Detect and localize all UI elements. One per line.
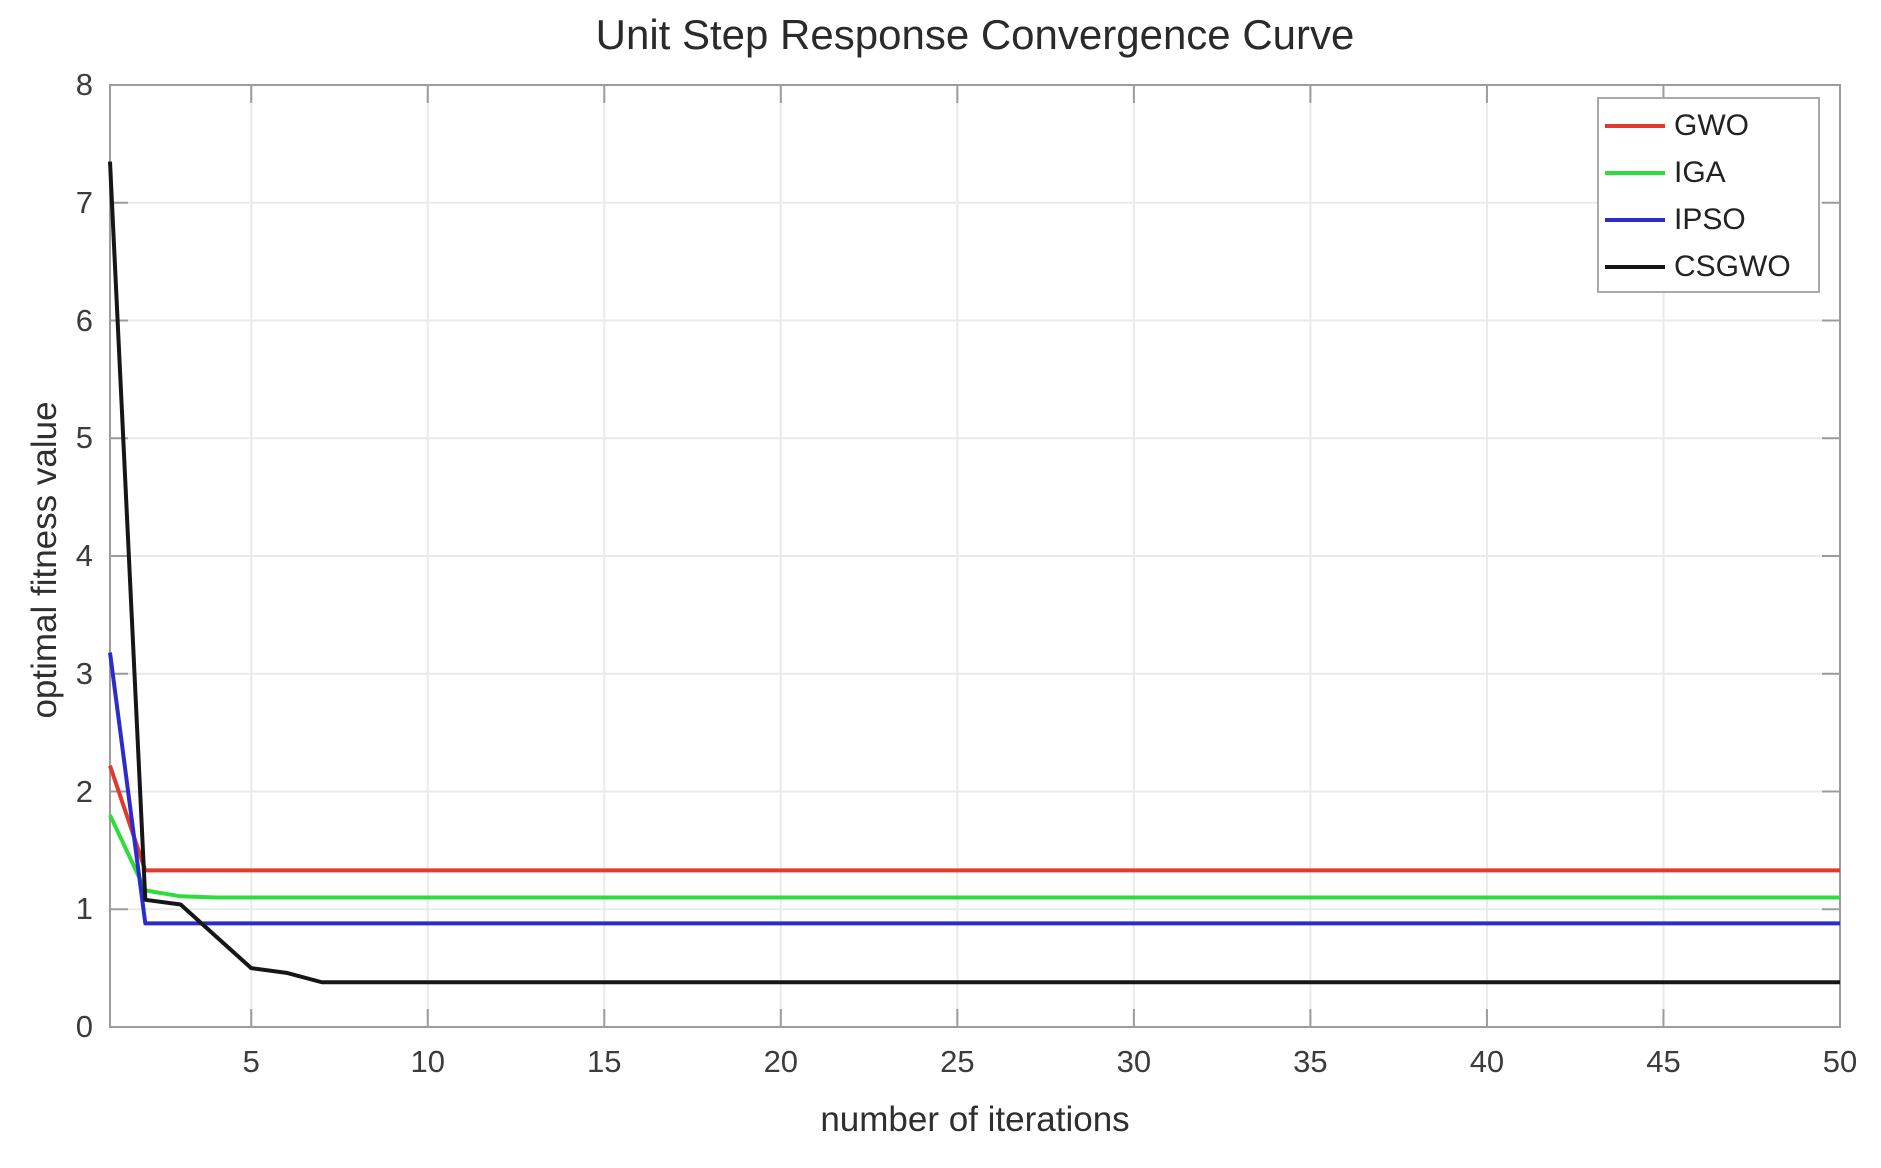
series-line-iga — [108, 814, 1840, 900]
chart-title: Unit Step Response Convergence Curve — [595, 11, 1355, 58]
x-tick-label: 40 — [1469, 1044, 1505, 1079]
y-tick-label: 2 — [75, 773, 93, 809]
legend-entry-iga: IGA — [1599, 149, 1818, 196]
series-line-ipso — [108, 652, 1840, 926]
legend-label-ipso: IPSO — [1674, 202, 1746, 236]
legend-line-sample-iga — [1605, 170, 1665, 175]
legend-entry-csgwo: CSGWO — [1599, 243, 1818, 290]
y-tick-label: 5 — [75, 420, 93, 456]
y-tick-label: 8 — [75, 67, 93, 102]
legend-entry-gwo: GWO — [1599, 102, 1818, 149]
x-tick-label: 5 — [242, 1044, 260, 1079]
y-tick-label: 4 — [75, 538, 93, 573]
x-tick-label: 30 — [1116, 1044, 1152, 1079]
series-line-csgwo — [108, 161, 1840, 985]
y-tick-label: 7 — [75, 184, 93, 220]
legend-label-gwo: GWO — [1674, 108, 1749, 142]
x-tick-label: 50 — [1822, 1044, 1858, 1079]
legend-line-sample-gwo — [1605, 123, 1665, 128]
legend: GWO IGA IPSO CSGWO — [1597, 97, 1820, 293]
x-tick-label: 15 — [587, 1044, 622, 1079]
x-tick-label: 35 — [1293, 1044, 1328, 1079]
y-tick-label: 0 — [75, 1009, 93, 1044]
x-tick-label: 45 — [1646, 1044, 1681, 1079]
legend-label-iga: IGA — [1674, 155, 1726, 189]
x-axis-label: number of iterations — [820, 1100, 1130, 1139]
series-line-gwo — [108, 764, 1840, 873]
legend-line-sample-csgwo — [1605, 264, 1665, 269]
x-tick-label: 10 — [410, 1044, 445, 1079]
x-tick-label: 20 — [763, 1044, 799, 1079]
y-tick-label: 3 — [75, 655, 93, 691]
y-tick-label: 6 — [75, 302, 93, 338]
legend-entry-ipso: IPSO — [1599, 196, 1818, 243]
legend-line-sample-ipso — [1605, 217, 1665, 222]
x-tick-label: 25 — [940, 1044, 975, 1079]
legend-label-csgwo: CSGWO — [1674, 249, 1791, 283]
y-tick-label: 1 — [75, 891, 93, 927]
